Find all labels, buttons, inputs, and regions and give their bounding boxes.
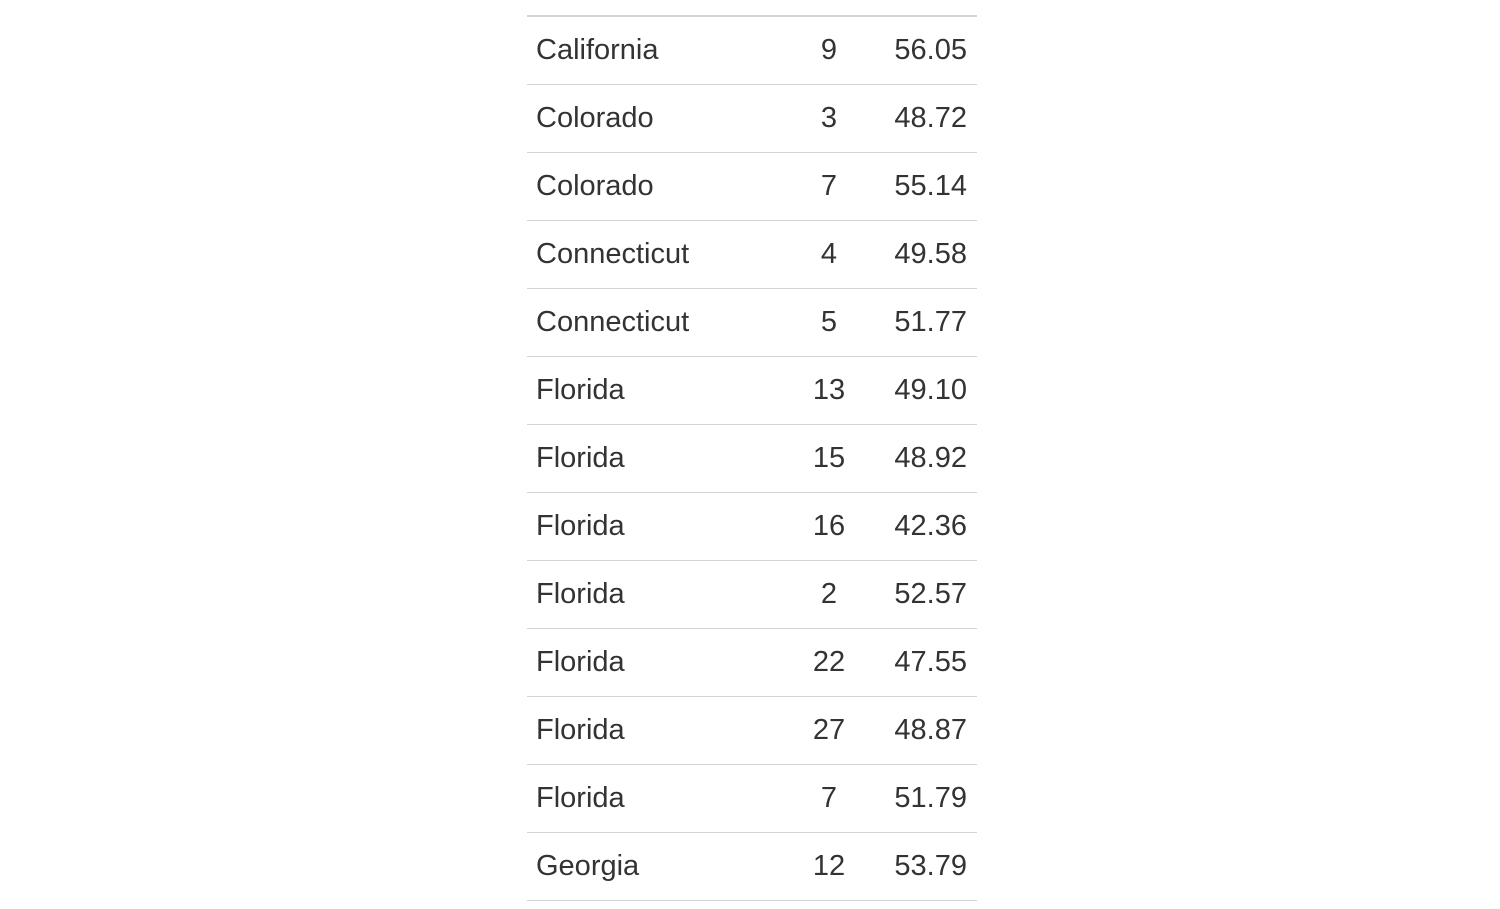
district-cell: 7 [786, 152, 872, 221]
district-cell: 4 [786, 220, 872, 289]
state-cell: Connecticut [527, 220, 786, 289]
value-cell: 48.92 [872, 424, 977, 493]
table-row: Florida 27 48.87 [527, 696, 977, 765]
table-row: Connecticut 5 51.77 [527, 288, 977, 357]
district-cell: 7 [786, 764, 872, 833]
value-cell: 42.36 [872, 492, 977, 561]
value-cell: 47.55 [872, 628, 977, 697]
state-cell: Florida [527, 492, 786, 561]
value-cell: 48.72 [872, 84, 977, 153]
state-cell: Colorado [527, 84, 786, 153]
state-cell: Colorado [527, 152, 786, 221]
district-cell: 5 [786, 288, 872, 357]
table-row: Florida 13 49.10 [527, 356, 977, 425]
state-cell: Florida [527, 356, 786, 425]
district-cell: 12 [786, 832, 872, 901]
state-cell: California [527, 17, 786, 85]
state-cell: Florida [527, 560, 786, 629]
value-cell: 53.79 [872, 832, 977, 901]
state-cell: Florida [527, 696, 786, 765]
district-cell: 22 [786, 628, 872, 697]
table-row: Florida 15 48.92 [527, 424, 977, 493]
district-cell: 15 [786, 424, 872, 493]
table-row: Connecticut 4 49.58 [527, 220, 977, 289]
data-table-container: California 9 56.05 Colorado 3 48.72 Colo… [527, 15, 977, 901]
table-row: Florida 22 47.55 [527, 628, 977, 697]
table-row: Florida 2 52.57 [527, 560, 977, 629]
value-cell: 55.14 [872, 152, 977, 221]
district-cell: 16 [786, 492, 872, 561]
state-cell: Florida [527, 424, 786, 493]
value-cell: 51.77 [872, 288, 977, 357]
value-cell: 51.79 [872, 764, 977, 833]
district-cell: 9 [786, 17, 872, 85]
state-cell: Florida [527, 764, 786, 833]
table-row: Georgia 12 53.79 [527, 832, 977, 901]
value-cell: 56.05 [872, 17, 977, 85]
state-cell: Connecticut [527, 288, 786, 357]
district-cell: 2 [786, 560, 872, 629]
data-table: California 9 56.05 Colorado 3 48.72 Colo… [527, 17, 977, 901]
table-row: California 9 56.05 [527, 17, 977, 85]
state-cell: Florida [527, 628, 786, 697]
table-row: Florida 7 51.79 [527, 764, 977, 833]
district-cell: 3 [786, 84, 872, 153]
district-cell: 27 [786, 696, 872, 765]
table-row: Florida 16 42.36 [527, 492, 977, 561]
table-row: Colorado 7 55.14 [527, 152, 977, 221]
value-cell: 48.87 [872, 696, 977, 765]
value-cell: 52.57 [872, 560, 977, 629]
table-row: Colorado 3 48.72 [527, 84, 977, 153]
value-cell: 49.58 [872, 220, 977, 289]
district-cell: 13 [786, 356, 872, 425]
value-cell: 49.10 [872, 356, 977, 425]
state-cell: Georgia [527, 832, 786, 901]
